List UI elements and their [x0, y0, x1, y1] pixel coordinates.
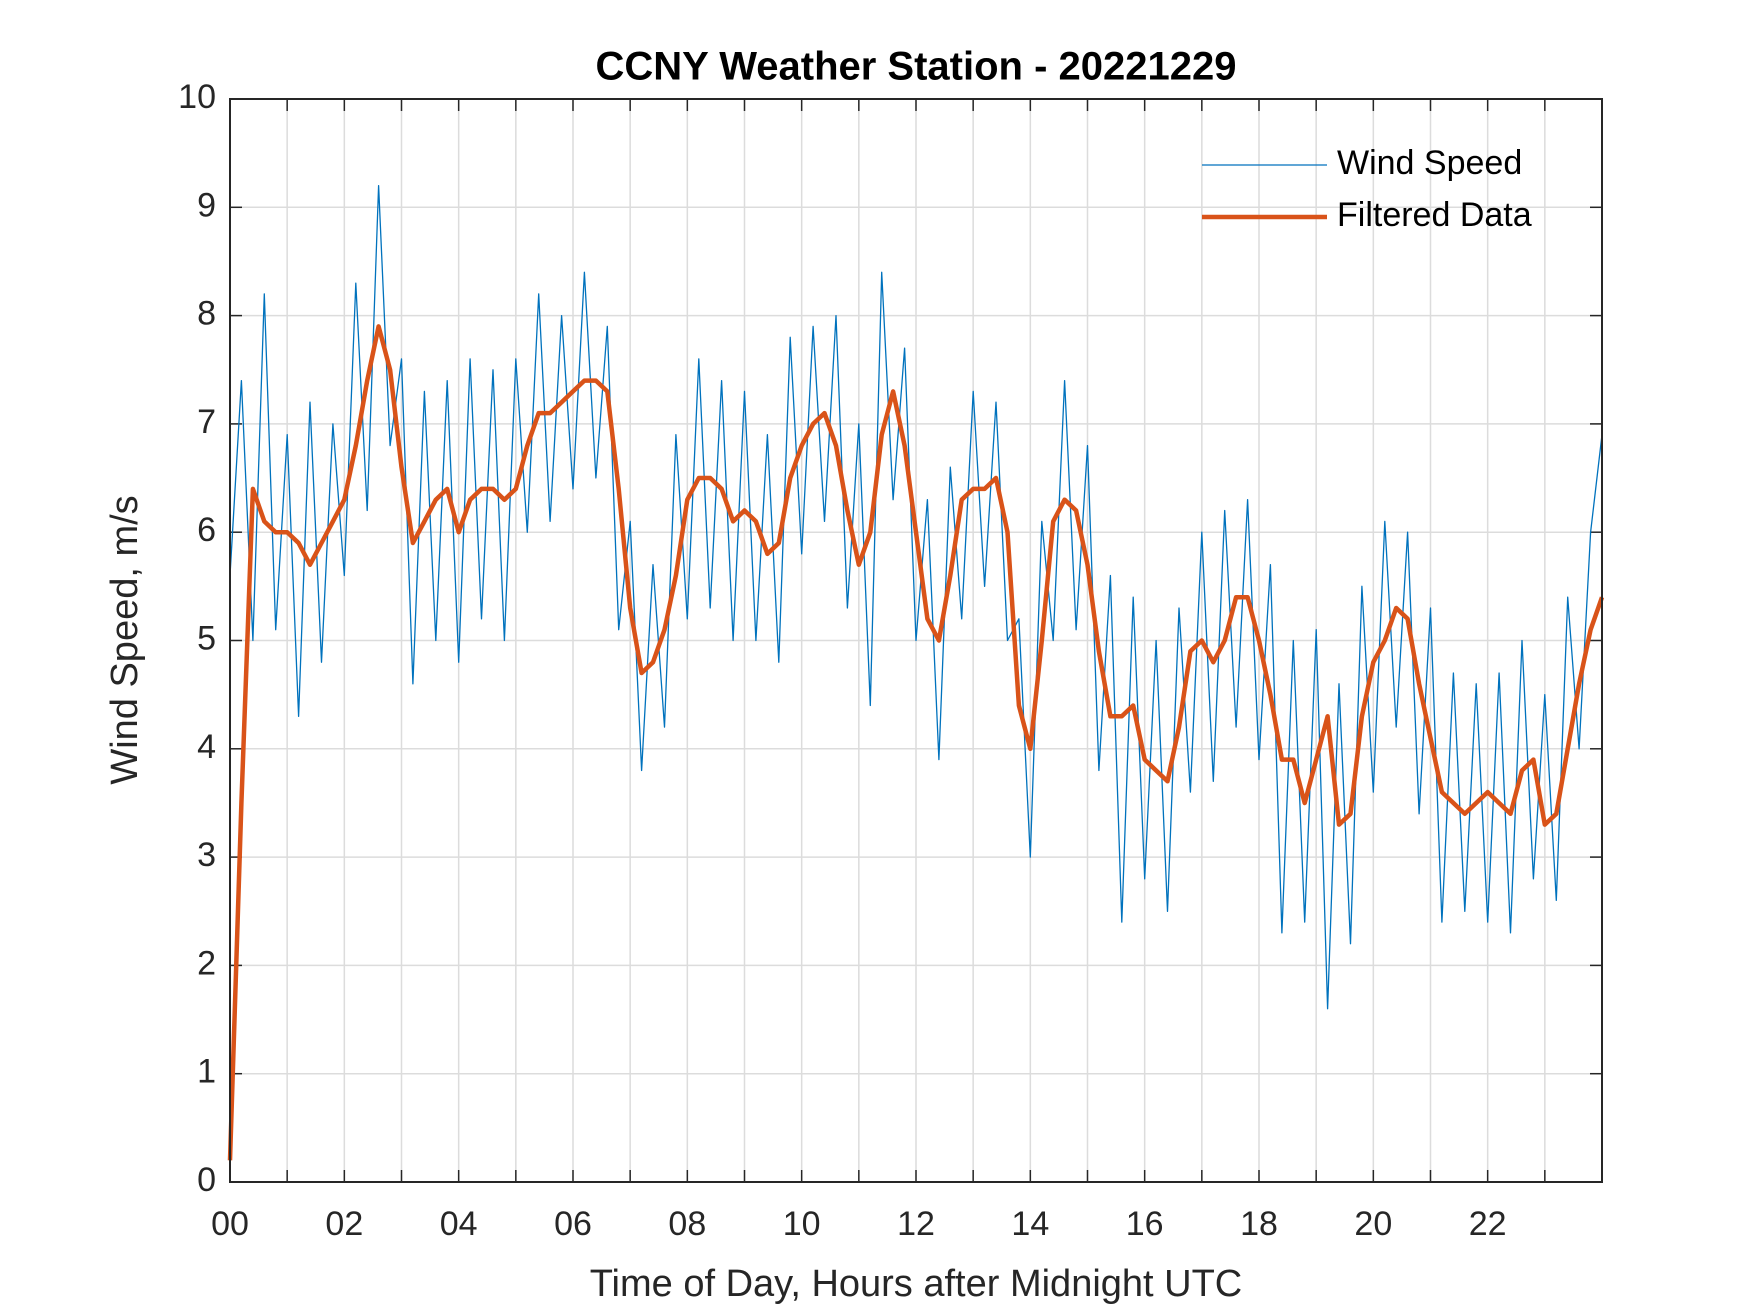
x-tick-label: 02: [325, 1205, 363, 1243]
data-line: [229, 184, 1603, 1010]
y-tick-label: 7: [197, 403, 216, 441]
y-tick-label: 5: [197, 619, 216, 657]
x-tick-label: 16: [1126, 1205, 1164, 1243]
x-axis-label: Time of Day, Hours after Midnight UTC: [590, 1263, 1243, 1305]
x-tick-label: 00: [211, 1205, 249, 1243]
x-tick-label: 06: [554, 1205, 592, 1243]
x-tick-label: 22: [1469, 1205, 1507, 1243]
x-tick-label: 08: [668, 1205, 706, 1243]
x-tick-label: 12: [897, 1205, 935, 1243]
y-tick-label: 9: [197, 186, 216, 224]
legend-label: Filtered Data: [1337, 196, 1532, 234]
x-tick-label: 14: [1011, 1205, 1049, 1243]
x-tick-label: 04: [440, 1205, 478, 1243]
y-tick-label: 10: [178, 78, 216, 116]
x-tick-label: 20: [1354, 1205, 1392, 1243]
y-tick-label: 8: [197, 295, 216, 333]
y-axis-label: Wind Speed, m/s: [104, 495, 146, 784]
plot-frame: [229, 98, 1603, 1183]
data-line: [227, 324, 1605, 1161]
chart-title: CCNY Weather Station - 20221229: [596, 45, 1237, 89]
legend-label: Wind Speed: [1337, 144, 1522, 182]
y-tick-label: 0: [197, 1161, 216, 1199]
y-tick-label: 2: [197, 944, 216, 982]
x-tick-label: 10: [783, 1205, 821, 1243]
x-tick-label: 18: [1240, 1205, 1278, 1243]
y-tick-label: 6: [197, 511, 216, 549]
y-tick-label: 3: [197, 836, 216, 874]
y-tick-label: 4: [197, 728, 216, 766]
y-tick-label: 1: [197, 1053, 216, 1091]
